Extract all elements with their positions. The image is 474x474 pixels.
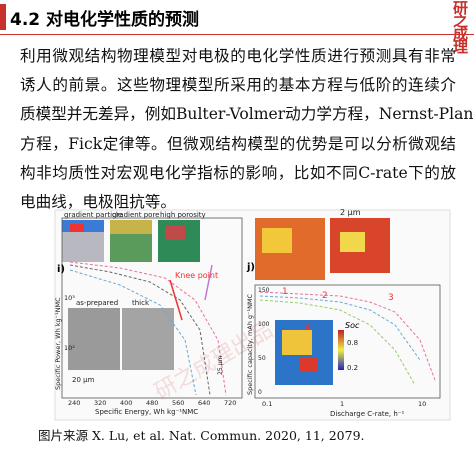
figure-text: 1 xyxy=(340,400,344,408)
figure-text: 240 xyxy=(68,399,80,407)
figure-text: 0.2 xyxy=(347,364,358,372)
figure-text: 10³ xyxy=(64,294,75,302)
accent-bar xyxy=(0,4,6,30)
figure-text: 50 xyxy=(258,355,266,362)
figure-text: 2 μm xyxy=(340,208,361,217)
figure-text: gradient pore xyxy=(112,211,159,219)
figure-text: 320 xyxy=(94,399,106,407)
figure-text: 720 xyxy=(224,399,236,407)
figure-text: as-prepared xyxy=(76,299,118,307)
paragraph-line: 诱人的前景。这些物理模型所采用的基本方程与低阶的连续介 xyxy=(20,76,456,95)
paragraph-line: 利用微观结构物理模型对电极的电化学性质进行预测具有非常 xyxy=(20,47,456,65)
figure-text: 10² xyxy=(64,344,75,352)
figure-text: 1 xyxy=(282,287,288,297)
figure-text: i) xyxy=(57,264,65,275)
logo: 研之成理 xyxy=(451,0,469,52)
figure-text: 400 xyxy=(120,399,132,407)
paragraph-line: 电曲线，电极阻抗等。 xyxy=(20,193,176,212)
figure-text: 150 xyxy=(258,287,270,294)
figure-text: 0 xyxy=(258,389,262,396)
paragraph-line: 方程，Fick定律等。但微观结构模型的优势是可以分析微观结 xyxy=(20,134,456,153)
header: 4.2 对电化学性质的预测 xyxy=(0,0,474,35)
figure-text: 4 xyxy=(305,323,311,333)
figure-text: gradient particle xyxy=(64,211,122,219)
figure-text: 0.1 xyxy=(262,400,272,408)
figure-text: Specific Energy, Wh kg⁻¹NMC xyxy=(95,408,198,416)
paragraph-line: 构非均质性对宏观电化学指标的影响，比如不同C-rate下的放 xyxy=(20,163,456,182)
figure-text: Specific capacity, mAh g⁻¹NMC xyxy=(246,293,254,395)
title: 4.2 对电化学性质的预测 xyxy=(10,10,200,30)
figure-text: Specific Power, Wh kg⁻¹NMC xyxy=(54,297,62,390)
figure-text: Soc xyxy=(345,321,360,330)
figure-text: 10 xyxy=(418,400,426,408)
paragraph-line: 质模型并无差异，例如Bulter-Volmer动力学方程，Nernst-Plan… xyxy=(20,105,474,124)
figure-text: Discharge C-rate, h⁻¹ xyxy=(330,410,405,418)
figure-text: 560 xyxy=(172,399,184,407)
figure-text: 3 xyxy=(388,293,394,303)
figure-text: 25 μm xyxy=(217,356,224,375)
figure-text: j) xyxy=(246,262,255,273)
figure-text: 640 xyxy=(198,399,210,407)
figure-text: high porosity xyxy=(160,211,206,219)
figure-text: 2 xyxy=(322,291,328,301)
caption: 图片来源 X. Lu, et al. Nat. Commun. 2020, 11… xyxy=(38,428,365,443)
figure-text: 20 μm xyxy=(72,376,95,384)
figure-text: 0.8 xyxy=(347,339,358,347)
figure-text: 100 xyxy=(258,321,270,328)
figure-text: thick xyxy=(132,299,150,307)
paragraph: 利用微观结构物理模型对电极的电化学性质进行预测具有非常 诱人的前景。这些物理模型所… xyxy=(20,42,474,217)
figure-text: Knee point xyxy=(175,271,218,280)
figure-text: 480 xyxy=(146,399,158,407)
